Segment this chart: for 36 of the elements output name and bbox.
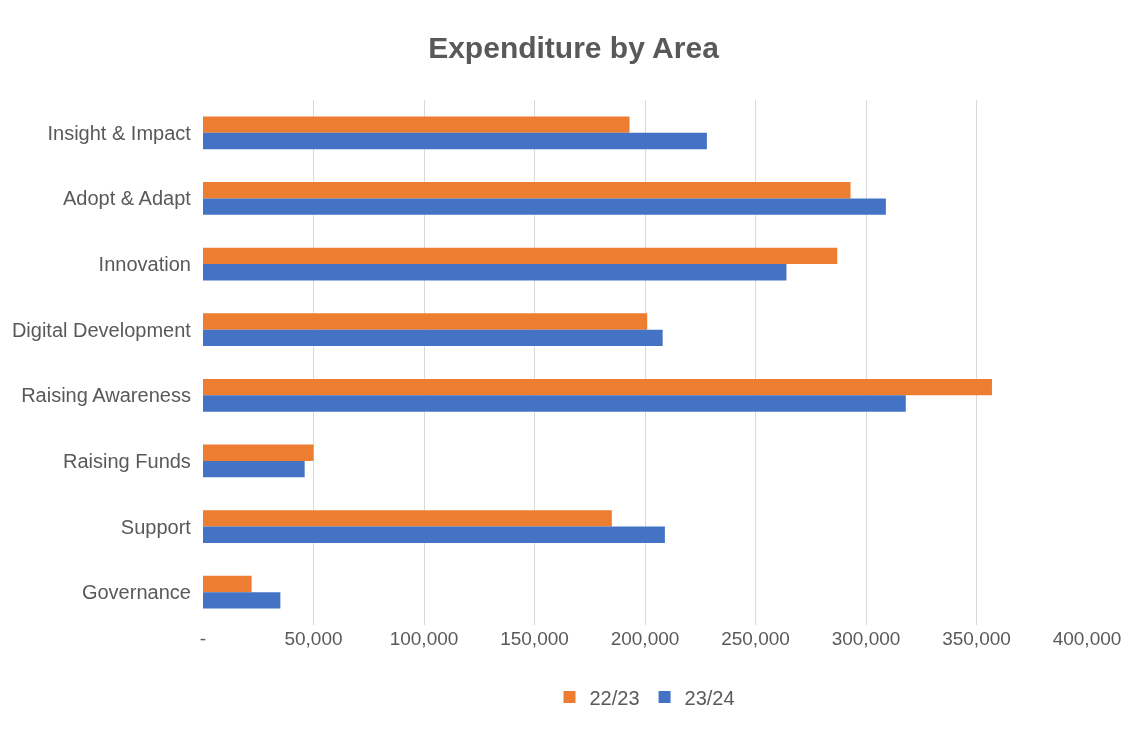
x-tick-label: 200,000 — [610, 628, 680, 649]
y-tick-label: Raising Funds — [63, 449, 202, 472]
x-tick-label: - — [199, 628, 207, 649]
y-tick-label: Raising Awareness — [21, 384, 202, 407]
x-tick-label: 100,000 — [389, 628, 459, 649]
x-tick-label: 400,000 — [1052, 628, 1122, 649]
legend-label: 23/24 — [684, 686, 735, 709]
bar — [203, 510, 612, 527]
x-tick-label: 350,000 — [942, 628, 1011, 649]
x-tick-label: 150,000 — [500, 628, 569, 649]
bar — [203, 182, 851, 199]
y-tick-label: Governance — [81, 581, 202, 604]
bar — [203, 329, 663, 347]
legend-label: 22/23 — [589, 686, 640, 709]
bar — [203, 247, 838, 265]
y-tick-label: Innovation — [98, 253, 202, 276]
bar — [203, 575, 252, 593]
bar — [203, 395, 906, 412]
bar — [203, 264, 787, 281]
x-tick-label: 250,000 — [721, 628, 790, 649]
bar — [203, 592, 281, 609]
chart-title: Expenditure by Area — [428, 30, 720, 64]
y-tick-label: Adopt & Adapt — [63, 187, 202, 210]
y-tick-label: Insight & Impact — [47, 121, 202, 144]
bar — [203, 198, 886, 215]
bar — [203, 526, 665, 543]
bar — [203, 132, 707, 150]
bar — [203, 444, 314, 461]
x-tick-label: 50,000 — [284, 628, 343, 649]
bar — [203, 378, 992, 396]
bar — [203, 313, 648, 330]
y-tick-label: Digital Development — [11, 318, 202, 341]
y-tick-label: Support — [120, 515, 202, 538]
x-tick-label: 300,000 — [831, 628, 901, 649]
bar — [203, 116, 630, 133]
bar — [203, 460, 305, 478]
